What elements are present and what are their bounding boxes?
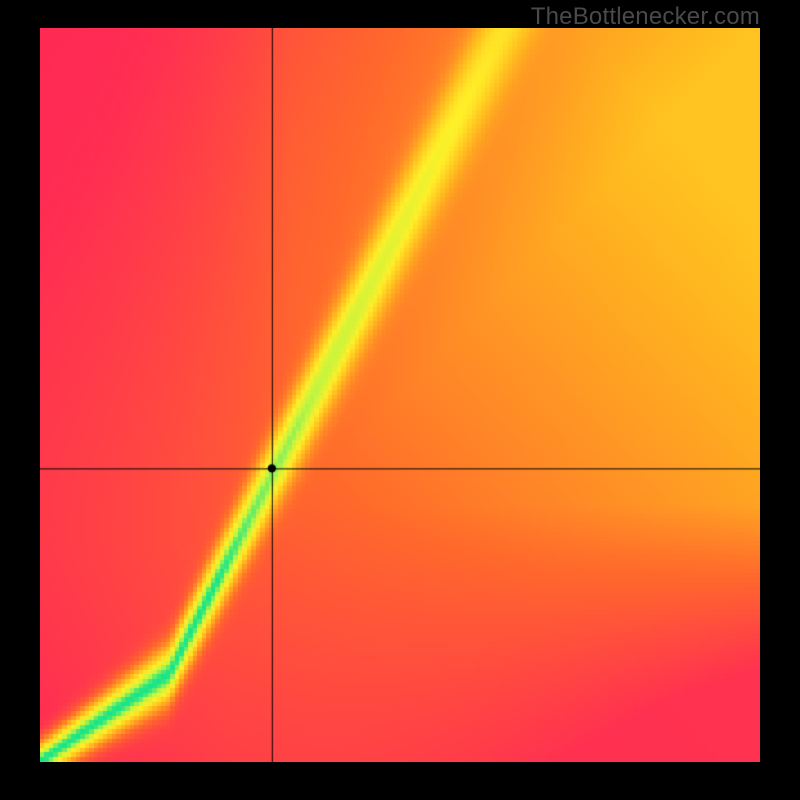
chart-container: TheBottlenecker.com [0, 0, 800, 800]
watermark-text: TheBottlenecker.com [531, 3, 760, 31]
bottleneck-heatmap [40, 28, 760, 762]
